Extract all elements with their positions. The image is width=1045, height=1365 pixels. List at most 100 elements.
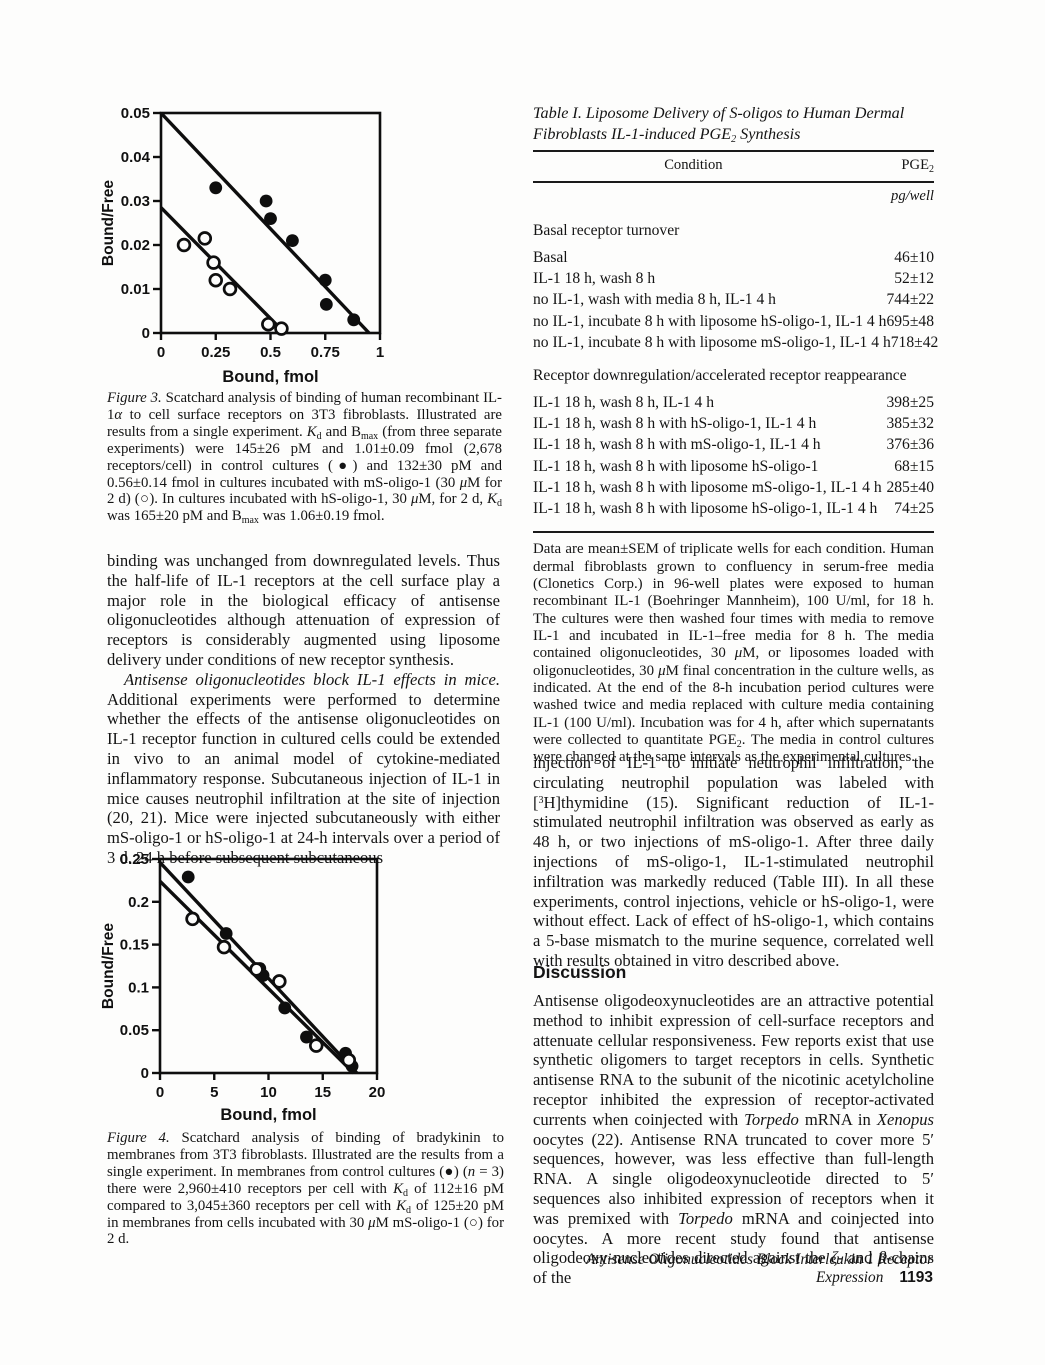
data-point-filled [300,1030,313,1044]
footer-running-title: Antisense Oligonucleotides Block Interle… [585,1251,933,1286]
body-paragraph: Antisense oligonucleotides block IL-1 ef… [107,669,500,867]
table-rule-top [533,150,934,152]
row-condition: IL-1 18 h, wash 8 h with liposome hS-oli… [533,500,878,518]
x-axis-label: Bound, fmol [220,1106,316,1124]
row-condition: IL-1 18 h, wash 8 h [533,270,656,288]
y-axis-label: Bound/Free [100,923,117,1009]
y-axis-label: Bound/Free [100,180,117,266]
x-tick-label: 0.25 [201,344,230,361]
row-condition: IL-1 18 h, wash 8 h with mS-oligo-1, IL-… [533,436,821,454]
data-point-open [197,231,213,246]
data-point-filled [181,870,195,884]
page-footer: Antisense Oligonucleotides Block Interle… [533,1251,933,1287]
data-point-open [341,1052,357,1068]
y-tick-label: 0.2 [128,894,149,911]
data-point-filled [278,1001,292,1015]
body-paragraph: binding was unchanged from downregulated… [107,551,500,669]
data-point-open [222,281,238,297]
table-footnote: Data are mean±SEM of triplicate wells fo… [533,541,934,766]
y-tick-label: 0 [141,1065,149,1082]
x-tick-label: 1 [376,344,384,361]
table-sections: Basal receptor turnover Basal 46±10 IL-1 18… [533,221,938,519]
row-condition: Basal [533,249,568,266]
table-rule-header [533,181,934,183]
y-tick-label: 0.05 [120,1022,149,1039]
x-tick-label: 0.75 [311,344,340,361]
row-value: 74±25 [894,500,934,518]
table-section-heading: Receptor downregulation/accelerated rece… [533,367,907,385]
table-row: no IL-1, incubate 8 h with liposome hS-o… [533,311,934,332]
discussion-paragraph: Antisense oligodeoxynucleotides are an a… [533,991,934,1288]
plot-frame [158,857,379,1075]
y-tick-label: 0 [142,325,150,342]
y-tick-label: 0.05 [121,105,150,122]
figure4-scatchard-chart: 0 5 10 15 20 0 0.05 0.1 0.15 0.2 0.25 Bound, fmol Bo… [100,851,386,1124]
table-row: IL-1 18 h, wash 8 h with hS-oligo-1, IL-… [533,413,934,434]
regression-line [159,206,286,335]
row-value: 385±32 [886,415,934,433]
table-rule-bottom [533,531,934,534]
y-tick-label: 0.01 [121,281,150,298]
row-condition: IL-1 18 h, wash 8 h with liposome mS-oli… [533,478,882,496]
table-row: IL-1 18 h, wash 8 h with liposome mS-oli… [533,477,934,498]
data-point-open [216,939,232,955]
right-column-paragraph: injection of IL-1 to initiate neutrophil… [533,753,934,970]
row-condition: IL-1 18 h, wash 8 h, IL-1 4 h [533,394,715,412]
left-column-body: binding was unchanged from downregulated… [107,551,500,868]
regression-line [159,111,371,335]
x-tick-label: 20 [369,1084,386,1101]
data-point-open [208,272,223,288]
table-unit-label: pg/well [891,188,934,204]
table-header-row: Condition PGE2 [533,157,934,181]
table-title: Table I. Liposome Delivery of S-oligos t… [533,104,905,145]
row-value: 68±15 [894,457,934,475]
row-condition: IL-1 18 h, wash 8 h with liposome hS-oli… [533,457,819,475]
discussion-heading: Discussion [533,962,627,982]
x-tick-label: 0 [156,1084,164,1101]
x-tick-label: 0.5 [260,344,281,361]
data-point-open [249,962,264,977]
table-row: no IL-1, wash with media 8 h, IL-1 4 h 74… [533,289,934,310]
data-point-filled [264,212,277,225]
data-point-open [272,974,287,989]
row-condition: no IL-1, incubate 8 h with liposome mS-o… [533,333,891,351]
row-condition: no IL-1, incubate 8 h with liposome hS-o… [533,312,887,330]
data-point-open [185,911,200,927]
footer-page-number: 1193 [899,1269,933,1286]
table-row: IL-1 18 h, wash 8 h, IL-1 4 h 398±25 [533,392,934,413]
table-row: IL-1 18 h, wash 8 h with liposome hS-oli… [533,456,934,477]
y-tick-label: 0.03 [121,193,150,210]
y-tick-label: 0.25 [120,851,149,868]
row-value: 398±25 [886,394,934,412]
table-row: IL-1 18 h, wash 8 h with mS-oligo-1, IL-… [533,434,934,455]
data-point-filled [319,298,333,311]
x-axis-label: Bound, fmol [222,368,318,386]
data-point-filled [347,313,361,327]
row-value: 285±40 [886,478,934,496]
row-condition: no IL-1, wash with media 8 h, IL-1 4 h [533,291,776,309]
y-tick-label: 0.15 [120,937,149,954]
row-condition: IL-1 18 h, wash 8 h with hS-oligo-1, IL-… [533,415,817,433]
data-point-open [274,321,289,336]
row-value: 718±42 [890,333,939,351]
data-point-filled [318,273,332,287]
row-value: 376±36 [886,436,934,454]
data-point-open [206,255,221,270]
x-tick-label: 5 [210,1084,218,1101]
data-point-filled [259,194,273,208]
table-row: IL-1 18 h, wash 8 h 52±12 [533,268,934,289]
data-point-open [176,237,192,253]
data-point-filled [209,181,223,195]
row-value: 52±12 [894,270,934,288]
row-value: 744±22 [886,291,934,309]
table-1: Table I. Liposome Delivery of S-oligos t… [533,103,938,767]
data-point-filled [286,234,299,248]
y-tick-label: 0.04 [121,149,151,166]
x-tick-label: 15 [314,1084,331,1101]
condition-column-header: Condition [664,157,723,173]
table-row: Basal 46±10 [533,247,934,268]
table-section-heading: Basal receptor turnover [533,222,680,239]
table-row: no IL-1, incubate 8 h with liposome mS-o… [533,332,938,353]
row-value: 695±48 [886,312,934,330]
